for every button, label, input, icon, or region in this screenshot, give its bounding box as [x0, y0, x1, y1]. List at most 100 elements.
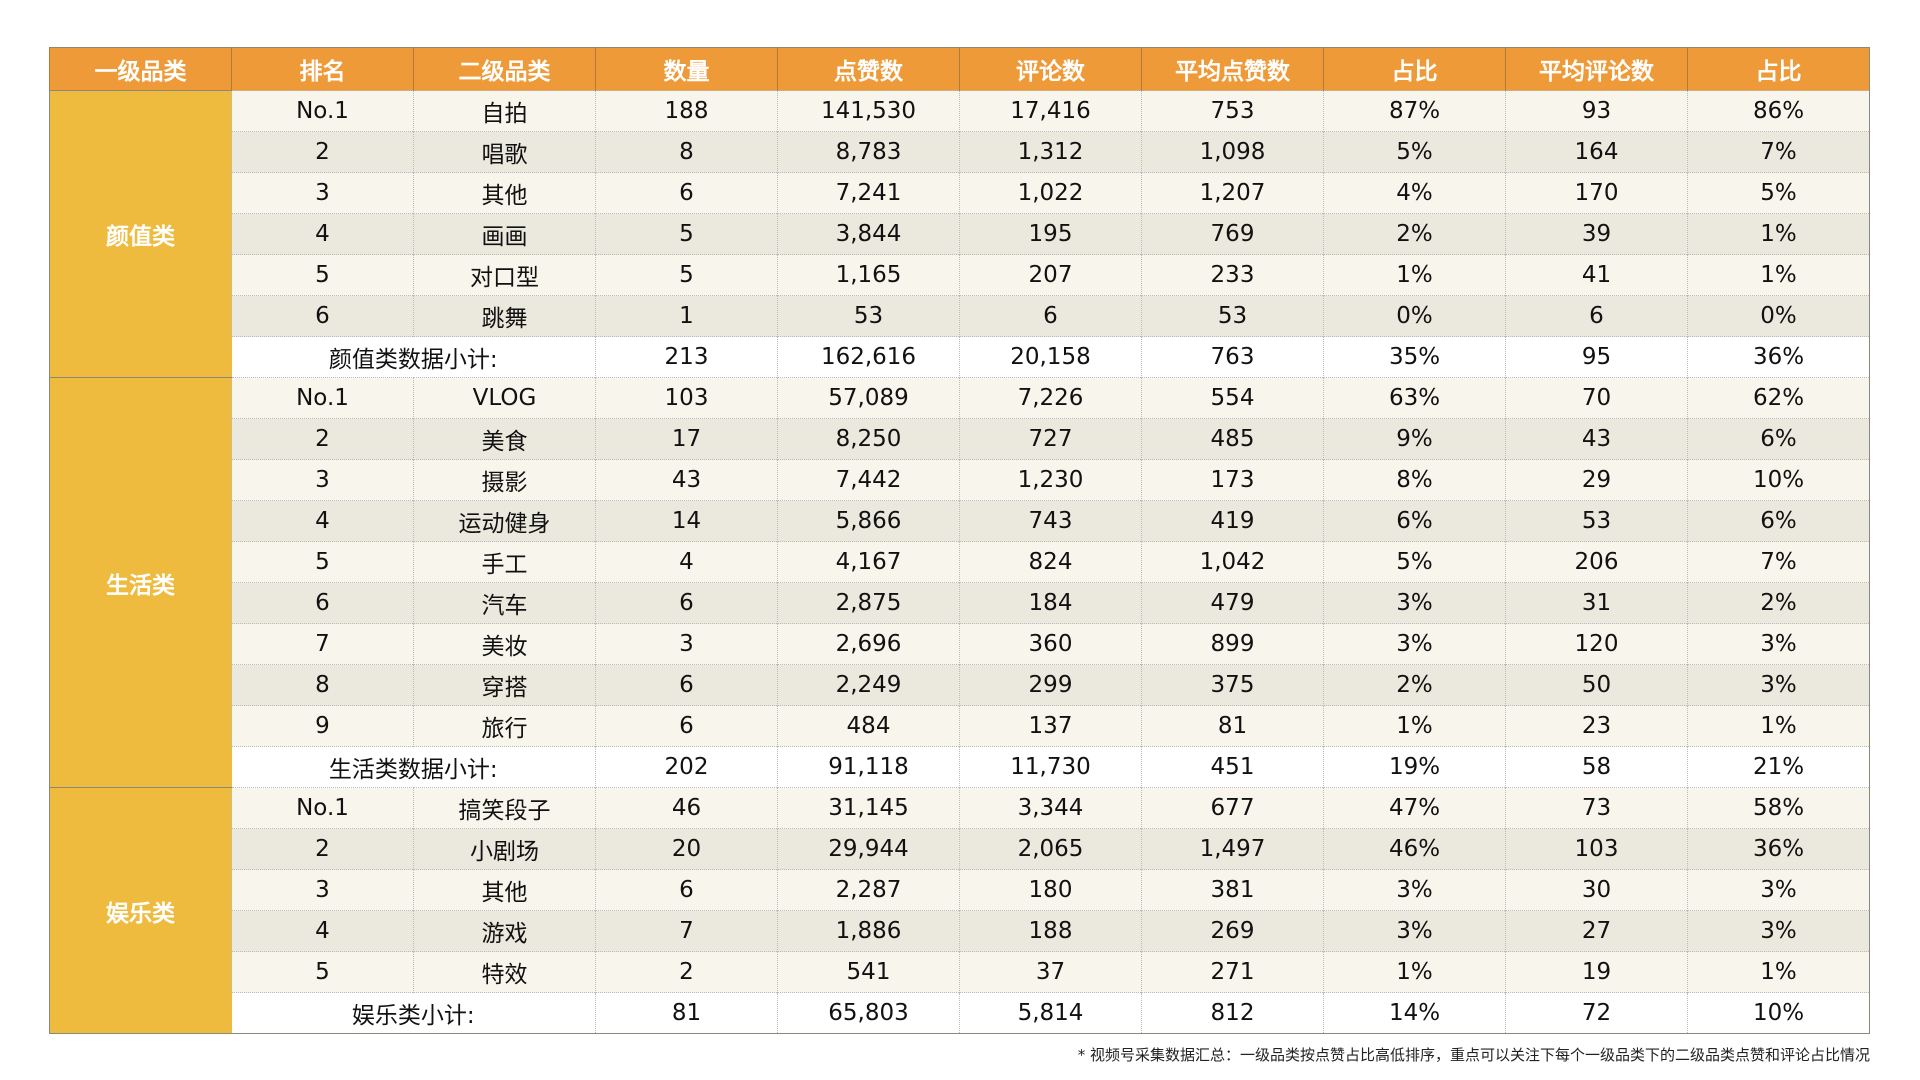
table-cell: 137 — [959, 705, 1142, 747]
table-cell: 0% — [1323, 295, 1506, 337]
table-cell: 173 — [1141, 459, 1324, 501]
table-cell: 3 — [595, 623, 778, 665]
table-cell: 3% — [1323, 582, 1506, 624]
subtotal-cell: 91,118 — [777, 746, 960, 788]
subtotal-cell: 81 — [595, 992, 778, 1034]
table-cell: 103 — [1505, 828, 1688, 870]
table-cell: 跳舞 — [413, 295, 596, 337]
table-cell: 58% — [1687, 787, 1870, 829]
table-cell: 美妆 — [413, 623, 596, 665]
table-cell: 188 — [595, 90, 778, 132]
table-cell: 1% — [1323, 705, 1506, 747]
table-row: 4 运动健身 14 5,866 743 419 6% 53 6% — [50, 500, 1870, 542]
column-header: 平均评论数 — [1505, 47, 1688, 91]
table-cell: 1,098 — [1141, 131, 1324, 173]
table-cell: 4 — [595, 541, 778, 583]
subtotal-cell: 19% — [1323, 746, 1506, 788]
table-cell: 6 — [595, 869, 778, 911]
table-cell: 479 — [1141, 582, 1324, 624]
table-cell: 753 — [1141, 90, 1324, 132]
table-cell: 206 — [1505, 541, 1688, 583]
table-cell: 2% — [1323, 213, 1506, 255]
table-cell: 53 — [1141, 295, 1324, 337]
subtotal-cell: 5,814 — [959, 992, 1142, 1034]
table-cell: 170 — [1505, 172, 1688, 214]
table-cell: 381 — [1141, 869, 1324, 911]
table-cell: No.1 — [231, 90, 414, 132]
table-cell: 汽车 — [413, 582, 596, 624]
table-cell: 81 — [1141, 705, 1324, 747]
table-cell: 5 — [231, 541, 414, 583]
subtotal-cell: 11,730 — [959, 746, 1142, 788]
table-cell: 541 — [777, 951, 960, 993]
table-cell: 1,207 — [1141, 172, 1324, 214]
table-cell: 2 — [231, 131, 414, 173]
table-row: 2 小剧场 20 29,944 2,065 1,497 46% 103 36% — [50, 828, 1870, 870]
table-cell: 9% — [1323, 418, 1506, 460]
table-cell: 画画 — [413, 213, 596, 255]
table-cell: 3% — [1687, 623, 1870, 665]
table-cell: 7% — [1687, 131, 1870, 173]
table-cell: 6 — [231, 295, 414, 337]
table-cell: 86% — [1687, 90, 1870, 132]
table-cell: 103 — [595, 377, 778, 419]
table-row: 3 其他 6 2,287 180 381 3% 30 3% — [50, 869, 1870, 911]
table-cell: 1,886 — [777, 910, 960, 952]
table-cell: 运动健身 — [413, 500, 596, 542]
subtotal-cell: 21% — [1687, 746, 1870, 788]
table-cell: 6 — [231, 582, 414, 624]
table-cell: 8% — [1323, 459, 1506, 501]
table-cell: 2,875 — [777, 582, 960, 624]
subtotal-cell: 451 — [1141, 746, 1324, 788]
subtotal-cell: 202 — [595, 746, 778, 788]
table-cell: 188 — [959, 910, 1142, 952]
table-cell: 2,065 — [959, 828, 1142, 870]
table-cell: 19 — [1505, 951, 1688, 993]
table-row: 2 唱歌 8 8,783 1,312 1,098 5% 164 7% — [50, 131, 1870, 173]
table-cell: 1% — [1687, 213, 1870, 255]
table-cell: 5 — [595, 254, 778, 296]
table-cell: 20 — [595, 828, 778, 870]
table-cell: 30 — [1505, 869, 1688, 911]
table-cell: 554 — [1141, 377, 1324, 419]
table-cell: 小剧场 — [413, 828, 596, 870]
column-header: 占比 — [1323, 47, 1506, 91]
table-cell: 195 — [959, 213, 1142, 255]
subtotal-cell: 213 — [595, 336, 778, 378]
subtotal-label: 颜值类数据小计: — [231, 336, 596, 378]
table-cell: 375 — [1141, 664, 1324, 706]
subtotal-cell: 14% — [1323, 992, 1506, 1034]
table-cell: 穿搭 — [413, 664, 596, 706]
table-cell: 其他 — [413, 869, 596, 911]
table-cell: 29 — [1505, 459, 1688, 501]
table-cell: 2 — [595, 951, 778, 993]
table-cell: 搞笑段子 — [413, 787, 596, 829]
table-row: 7 美妆 3 2,696 360 899 3% 120 3% — [50, 623, 1870, 665]
table-cell: No.1 — [231, 377, 414, 419]
table-row: 5 对口型 5 1,165 207 233 1% 41 1% — [50, 254, 1870, 296]
table-row: 5 特效 2 541 37 271 1% 19 1% — [50, 951, 1870, 993]
table-cell: 3% — [1323, 623, 1506, 665]
table-cell: 29,944 — [777, 828, 960, 870]
table-cell: 摄影 — [413, 459, 596, 501]
subtotal-cell: 763 — [1141, 336, 1324, 378]
table-cell: 419 — [1141, 500, 1324, 542]
table-cell: 769 — [1141, 213, 1324, 255]
table-cell: 37 — [959, 951, 1142, 993]
table-cell: 唱歌 — [413, 131, 596, 173]
table-cell: 6 — [959, 295, 1142, 337]
table-cell: 3% — [1687, 664, 1870, 706]
table-cell: 7,226 — [959, 377, 1142, 419]
table-cell: 1,022 — [959, 172, 1142, 214]
table-cell: 5 — [595, 213, 778, 255]
table-cell: 8,783 — [777, 131, 960, 173]
table-cell: 46 — [595, 787, 778, 829]
subtotal-cell: 95 — [1505, 336, 1688, 378]
table-cell: 游戏 — [413, 910, 596, 952]
table-cell: 87% — [1323, 90, 1506, 132]
table-cell: 其他 — [413, 172, 596, 214]
table-cell: 3% — [1323, 910, 1506, 952]
table-cell: 3,344 — [959, 787, 1142, 829]
table-cell: 2,696 — [777, 623, 960, 665]
table-cell: 10% — [1687, 459, 1870, 501]
